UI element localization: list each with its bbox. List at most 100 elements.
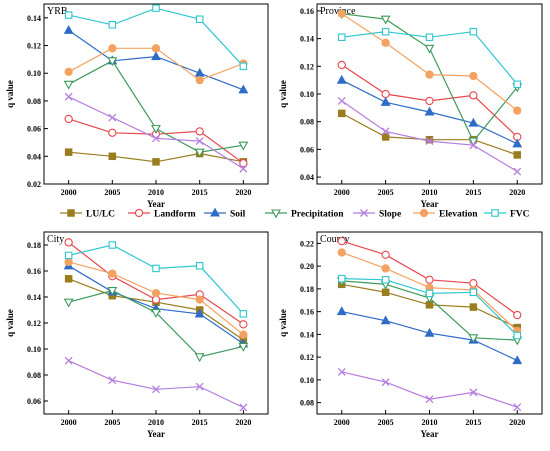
county-landform-point (513, 310, 522, 320)
province-landform-point (381, 89, 390, 99)
county-lu-lc-point (381, 288, 390, 297)
yrb-x-axis-label: Year (147, 199, 165, 209)
yrb-elevation-point (151, 44, 161, 53)
legend-item-lu-lc: LU/LC (60, 209, 115, 220)
county-precipitation-point (468, 334, 479, 344)
province-slope-point (425, 137, 434, 146)
county-landform-point (381, 250, 390, 259)
city-fvc-point (108, 241, 117, 249)
city-y-tick-label: 0.10 (27, 345, 41, 354)
yrb-slope-point (152, 134, 160, 143)
city-slope-point (108, 376, 117, 385)
province-y-tick-label: 0.08 (300, 118, 314, 127)
county-fvc-point (425, 289, 434, 298)
yrb-soil-point (238, 84, 249, 94)
yrb-soil-point (151, 51, 161, 61)
legend-item-elevation: Elevation (413, 208, 478, 220)
city-y-tick-label: 0.08 (27, 371, 41, 380)
province-y-tick-label: 0.16 (300, 7, 314, 16)
county-x-tick-label: 2000 (334, 418, 350, 427)
county-y-tick-label: 0.16 (300, 308, 314, 317)
county-landform-point (469, 279, 478, 288)
yrb-x-tick-label: 2005 (104, 188, 120, 197)
legend-item-soil: Soil (204, 207, 246, 220)
city-fvc-point (195, 262, 204, 270)
city-x-tick-label: 2010 (148, 418, 164, 427)
yrb-precipitation-point (151, 125, 161, 134)
yrb-y-tick-label: 0.04 (27, 152, 41, 161)
city-y-axis-label: q value (5, 309, 15, 337)
city-slope-point (239, 403, 248, 412)
city-precipitation-point (194, 353, 205, 363)
province-precipitation-point (468, 137, 479, 147)
province-soil-point (336, 74, 347, 84)
county-slope-point (425, 395, 434, 404)
legend-label: Precipitation (291, 210, 344, 220)
province-elevation-point (469, 71, 478, 81)
legend-marker (491, 209, 499, 217)
legend-item-fvc: FVC (484, 209, 530, 220)
city-slope-point (64, 356, 73, 365)
province-lu-lc-point (381, 133, 390, 141)
yrb-fvc-point (195, 15, 204, 23)
province-soil-point (380, 96, 391, 106)
city-landform-point (239, 320, 248, 329)
province-slope-point (337, 96, 346, 105)
city-elevation-point (108, 269, 117, 278)
yrb-y-tick-label: 0.08 (27, 97, 41, 106)
city-lu-lc-point (64, 275, 73, 283)
city-series-precipitation (63, 286, 249, 363)
yrb-slope-point (239, 164, 248, 173)
county-lu-lc-point (469, 303, 478, 311)
province-precipitation-point (424, 44, 435, 54)
city-fvc-point (239, 310, 248, 318)
province-y-tick-label: 0.10 (300, 90, 314, 99)
yrb-landform-point (239, 159, 248, 168)
province-fvc-point (337, 33, 346, 41)
yrb-y-tick-label: 0.06 (27, 125, 41, 134)
city-x-tick-label: 2000 (61, 418, 77, 427)
province-series-soil (336, 74, 523, 148)
province-landform-point (469, 91, 478, 100)
yrb-fvc-point (64, 11, 73, 19)
province-soil-point (512, 138, 523, 148)
county-soil-point (512, 355, 523, 365)
yrb-landform-point (195, 127, 204, 136)
county-fvc-point (381, 276, 390, 284)
city-y-tick-label: 0.14 (27, 293, 41, 302)
province-fvc-point (425, 33, 434, 41)
yrb-y-axis-label: q value (5, 80, 15, 108)
yrb-precipitation-point (107, 57, 118, 67)
county-landform-point (337, 236, 346, 246)
province-series-slope (337, 96, 522, 176)
city-x-tick-label: 2005 (104, 418, 120, 427)
city-y-tick-label: 0.16 (27, 267, 41, 276)
county-y-tick-label: 0.08 (300, 399, 314, 408)
province-lu-lc-point (337, 109, 346, 118)
county-series-landform (337, 236, 522, 320)
province-landform-point (337, 60, 346, 70)
yrb-panel-title: YRB (47, 6, 68, 17)
province-slope-point (513, 167, 522, 176)
province-series-landform (337, 60, 522, 142)
city-elevation-point (239, 330, 248, 339)
city-x-tick-label: 2015 (192, 418, 208, 427)
province-slope-point (381, 127, 390, 136)
county-slope-point (513, 403, 522, 412)
yrb-series-slope (64, 92, 248, 173)
province-soil-point (424, 106, 435, 116)
county-panel: 0.08 0.10 0.12 0.14 0.16 0.18 0.20 0.22 2000 2005… (278, 231, 543, 439)
province-axes-frame (316, 3, 543, 185)
county-soil-point (380, 315, 391, 325)
county-x-tick-label: 2005 (378, 418, 394, 427)
county-x-tick-label: 2015 (465, 418, 481, 427)
county-y-axis-label: q value (278, 309, 288, 337)
county-fvc-point (337, 274, 346, 283)
county-y-tick-label: 0.22 (300, 239, 314, 248)
city-fvc-point (64, 251, 73, 260)
city-panel: 0.06 0.08 0.10 0.12 0.14 0.16 0.18 2000 2005 2010… (5, 231, 269, 439)
county-series-slope (337, 367, 522, 412)
county-y-tick-label: 0.10 (300, 376, 314, 385)
county-y-tick-label: 0.18 (300, 285, 314, 294)
province-fvc-point (513, 80, 521, 89)
